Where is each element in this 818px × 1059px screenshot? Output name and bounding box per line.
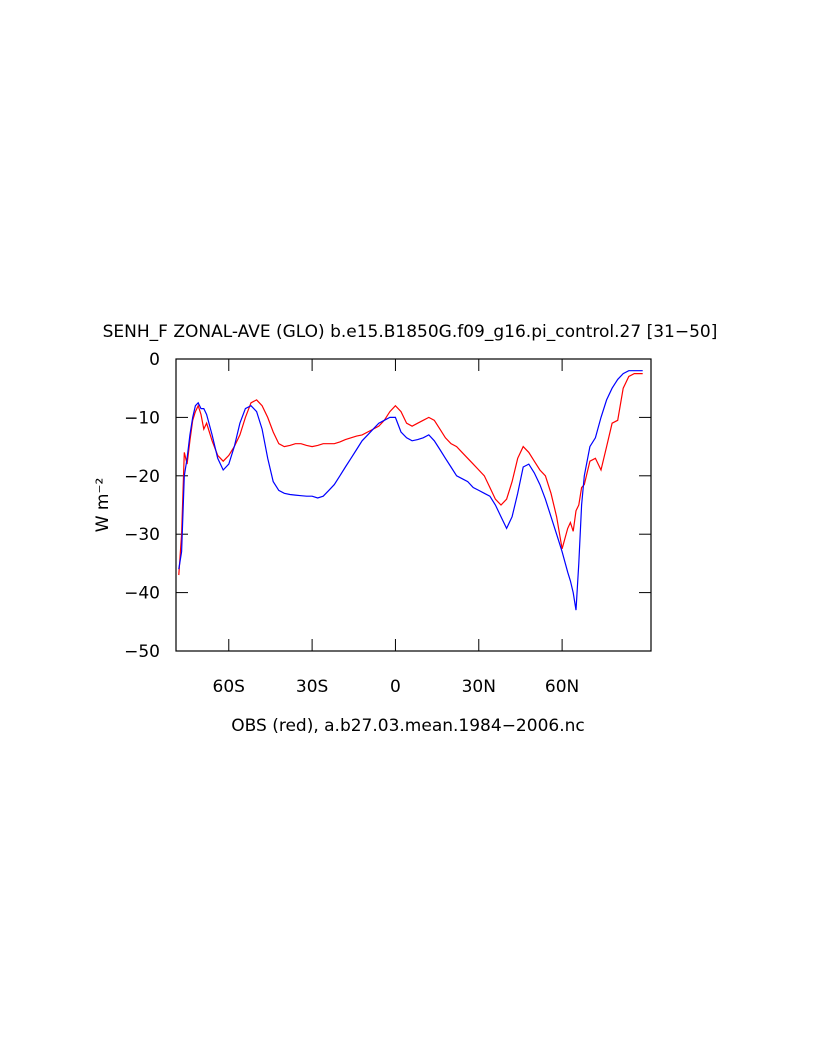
x-tick-label: 30S [296, 677, 328, 697]
y-tick-label: −20 [124, 467, 160, 487]
plot-frame [175, 358, 652, 652]
y-axis-label: W m⁻² [93, 478, 113, 533]
x-tick-label: 30N [462, 677, 496, 697]
y-tick-label: 0 [149, 350, 160, 370]
series-line [178, 373, 643, 576]
y-tick-label: −10 [124, 408, 160, 428]
series-line [178, 370, 643, 611]
x-tick-label: 60N [545, 677, 579, 697]
y-tick-label: −50 [124, 642, 160, 662]
y-tick-label: −40 [124, 584, 160, 604]
x-axis-label: OBS (red), a.b27.03.mean.1984−2006.nc [231, 716, 584, 736]
x-tick-label: 0 [390, 677, 401, 697]
x-tick-label: 60S [213, 677, 245, 697]
y-tick-label: −30 [124, 525, 160, 545]
chart-title: SENH_F ZONAL-AVE (GLO) b.e15.B1850G.f09_… [103, 322, 718, 342]
